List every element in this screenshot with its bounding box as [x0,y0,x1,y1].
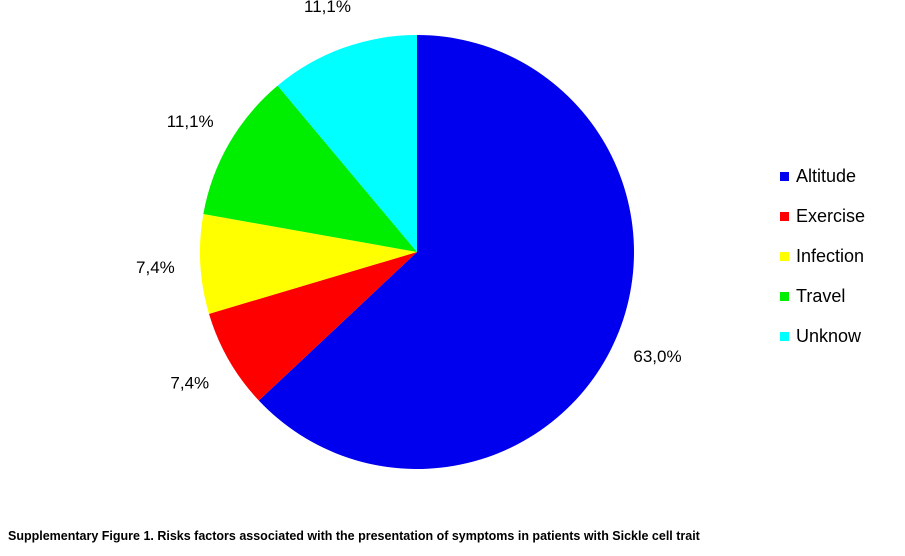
legend-label-exercise: Exercise [796,205,866,226]
pie-slices [199,34,634,470]
legend-swatch-exercise [780,211,789,221]
pie-label-exercise: 7,4% [170,374,209,393]
legend-label-travel: Travel [796,285,846,306]
legend: Altitude Exercise Infection Travel Unkno… [780,156,865,356]
legend-item-exercise: Exercise [780,196,865,236]
pie-label-travel: 11,1% [167,112,214,131]
legend-item-altitude: Altitude [780,156,865,196]
legend-label-altitude: Altitude [796,165,857,186]
legend-item-infection: Infection [780,236,865,276]
legend-swatch-infection [780,251,789,261]
legend-swatch-altitude [780,171,789,181]
pie-slice-travel [203,85,417,252]
figure-caption: Supplementary Figure 1. Risks factors as… [8,529,700,543]
legend-swatch-travel [780,291,789,301]
pie-label-infection: 7,4% [136,258,175,277]
pie-chart: 63,0% 7,4% 7,4% 11,1% 11,1% [136,0,682,470]
legend-label-infection: Infection [796,245,865,266]
legend-swatch-unknow [780,331,789,341]
pie-slice-exercise [209,252,417,401]
legend-label-unknow: Unknow [796,325,862,346]
pie-labels: 63,0% 7,4% 7,4% 11,1% 11,1% [136,0,682,393]
legend-item-unknow: Unknow [780,316,865,356]
pie-slice-unknow [277,34,417,252]
pie-label-unknow: 11,1% [304,0,351,16]
pie-label-altitude: 63,0% [633,347,681,366]
pie-slice-altitude [258,35,634,470]
legend-item-travel: Travel [780,276,865,316]
pie-slice-infection [199,214,417,314]
